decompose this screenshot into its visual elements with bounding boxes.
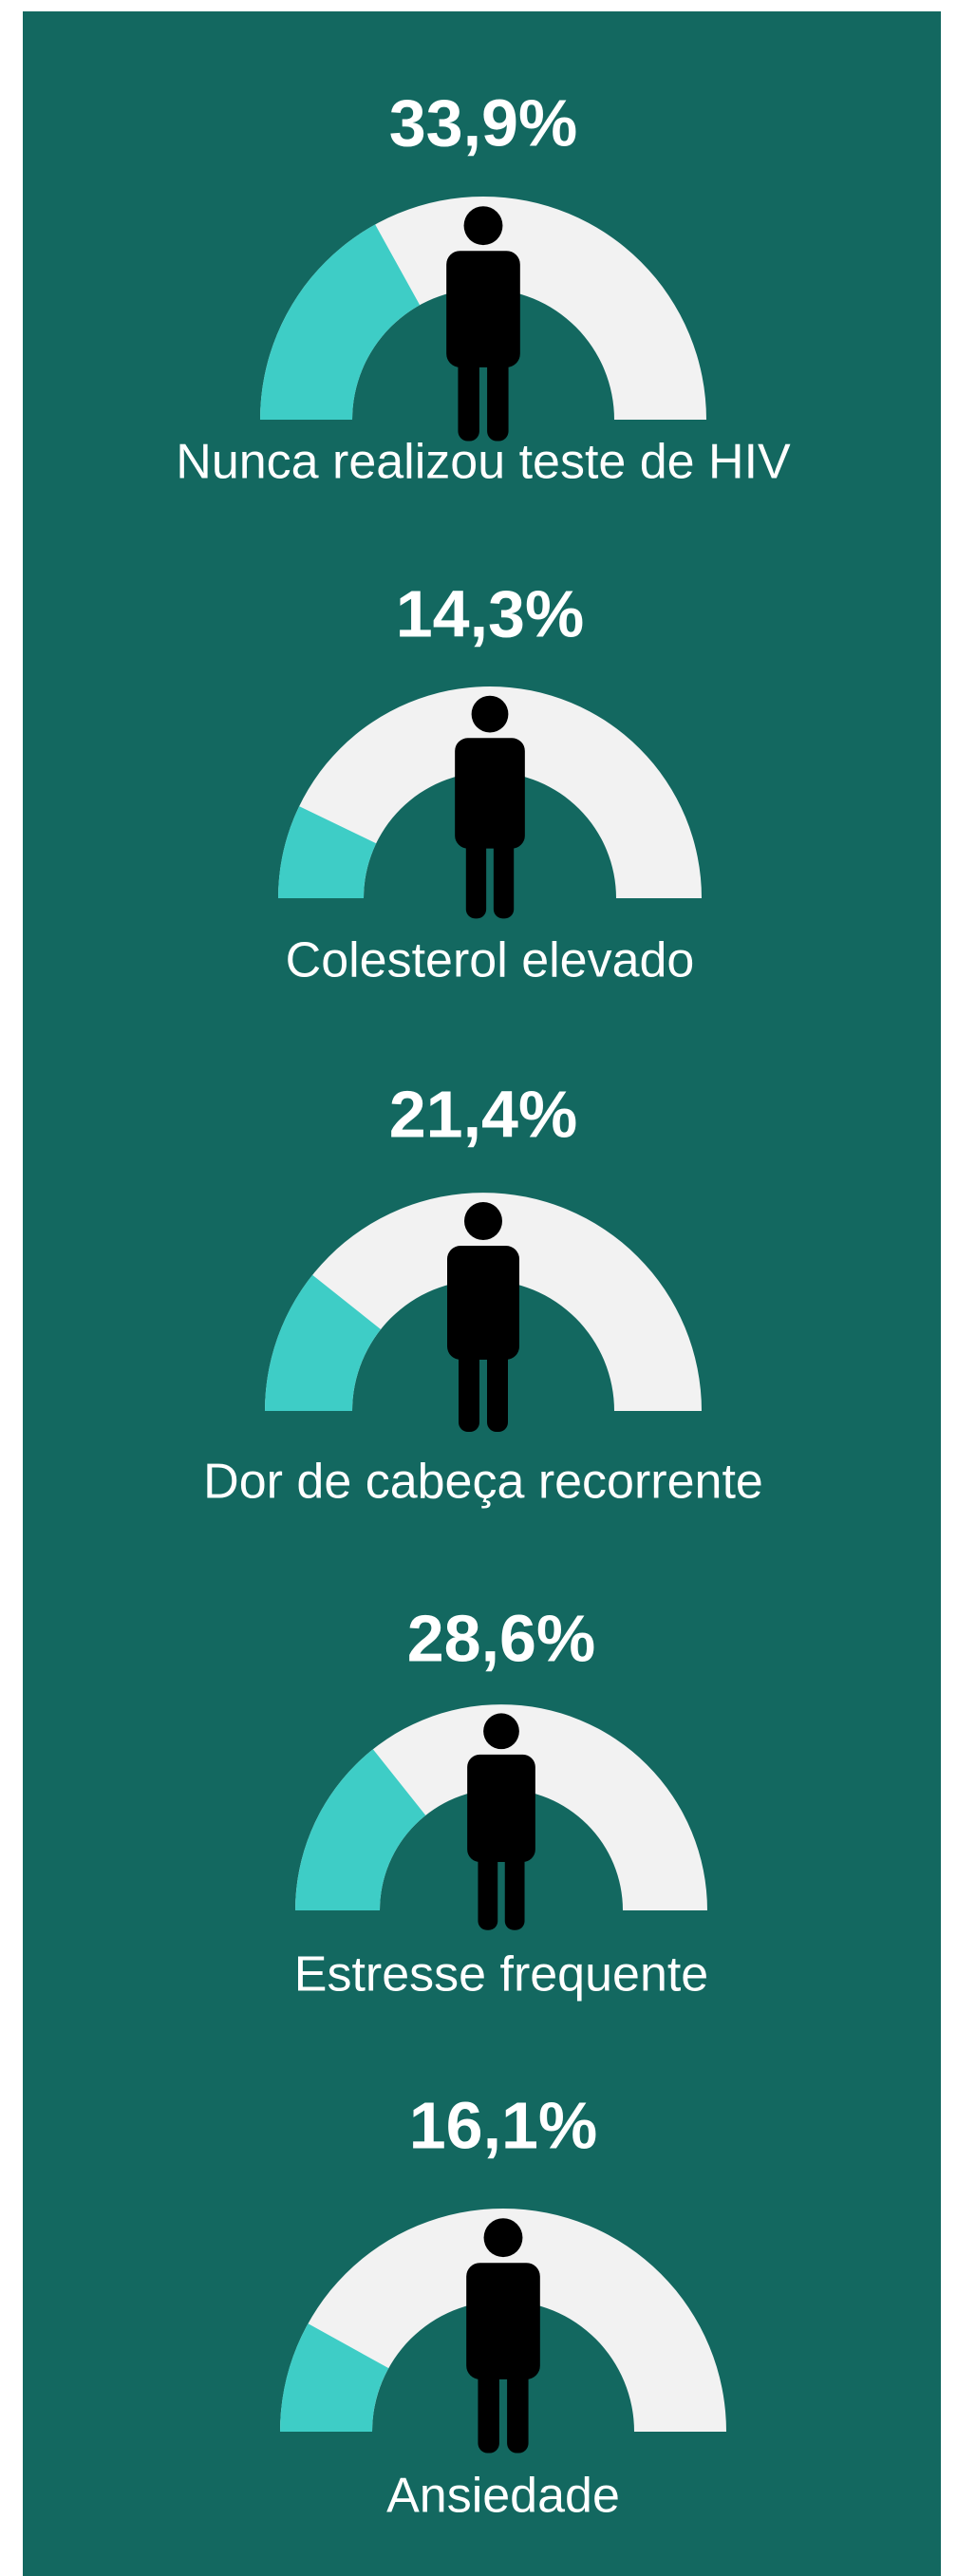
icon-leg (478, 2363, 499, 2454)
gauge-fill (278, 806, 377, 898)
icon-head (483, 1713, 519, 1750)
gauge-label: Dor de cabeça recorrente (203, 1455, 763, 1510)
icon-leg (487, 351, 509, 442)
value-label: 28,6% (407, 1601, 595, 1675)
icon-leg (465, 834, 487, 919)
gauge-label: Estresse frequente (294, 1947, 708, 2003)
gauge-track (280, 2209, 726, 2432)
icon-leg (487, 1344, 508, 1432)
gauge-track (278, 686, 702, 898)
gauge-fill (265, 1274, 382, 1411)
icon-leg (493, 834, 515, 919)
gauge-track (295, 1704, 707, 1910)
icon-body (446, 251, 520, 367)
gauge-track (265, 1193, 702, 1411)
icon-leg (459, 1344, 479, 1432)
icon-body (447, 1246, 519, 1360)
value-label: 16,1% (409, 2088, 597, 2162)
gauge-label: Colesterol elevado (286, 933, 695, 988)
gauge-fill (260, 224, 421, 420)
icon-head (463, 206, 503, 246)
value-label: 33,9% (389, 85, 577, 160)
gauge-label: Nunca realizou teste de HIV (176, 435, 791, 490)
icon-leg (478, 1847, 498, 1930)
icon-head (471, 695, 509, 733)
icon-leg (458, 351, 479, 442)
gauge-label: Ansiedade (386, 2469, 620, 2524)
icon-body (467, 1754, 535, 1863)
value-label: 14,3% (396, 576, 584, 650)
value-label: 21,4% (389, 1077, 577, 1151)
gauge-fill (295, 1749, 426, 1910)
icon-head (483, 2218, 523, 2258)
gauge-fill (280, 2323, 389, 2432)
icon-body (466, 2263, 540, 2379)
icon-body (455, 738, 525, 849)
icon-head (464, 1202, 502, 1240)
icon-leg (504, 1847, 525, 1930)
icon-leg (507, 2363, 529, 2454)
